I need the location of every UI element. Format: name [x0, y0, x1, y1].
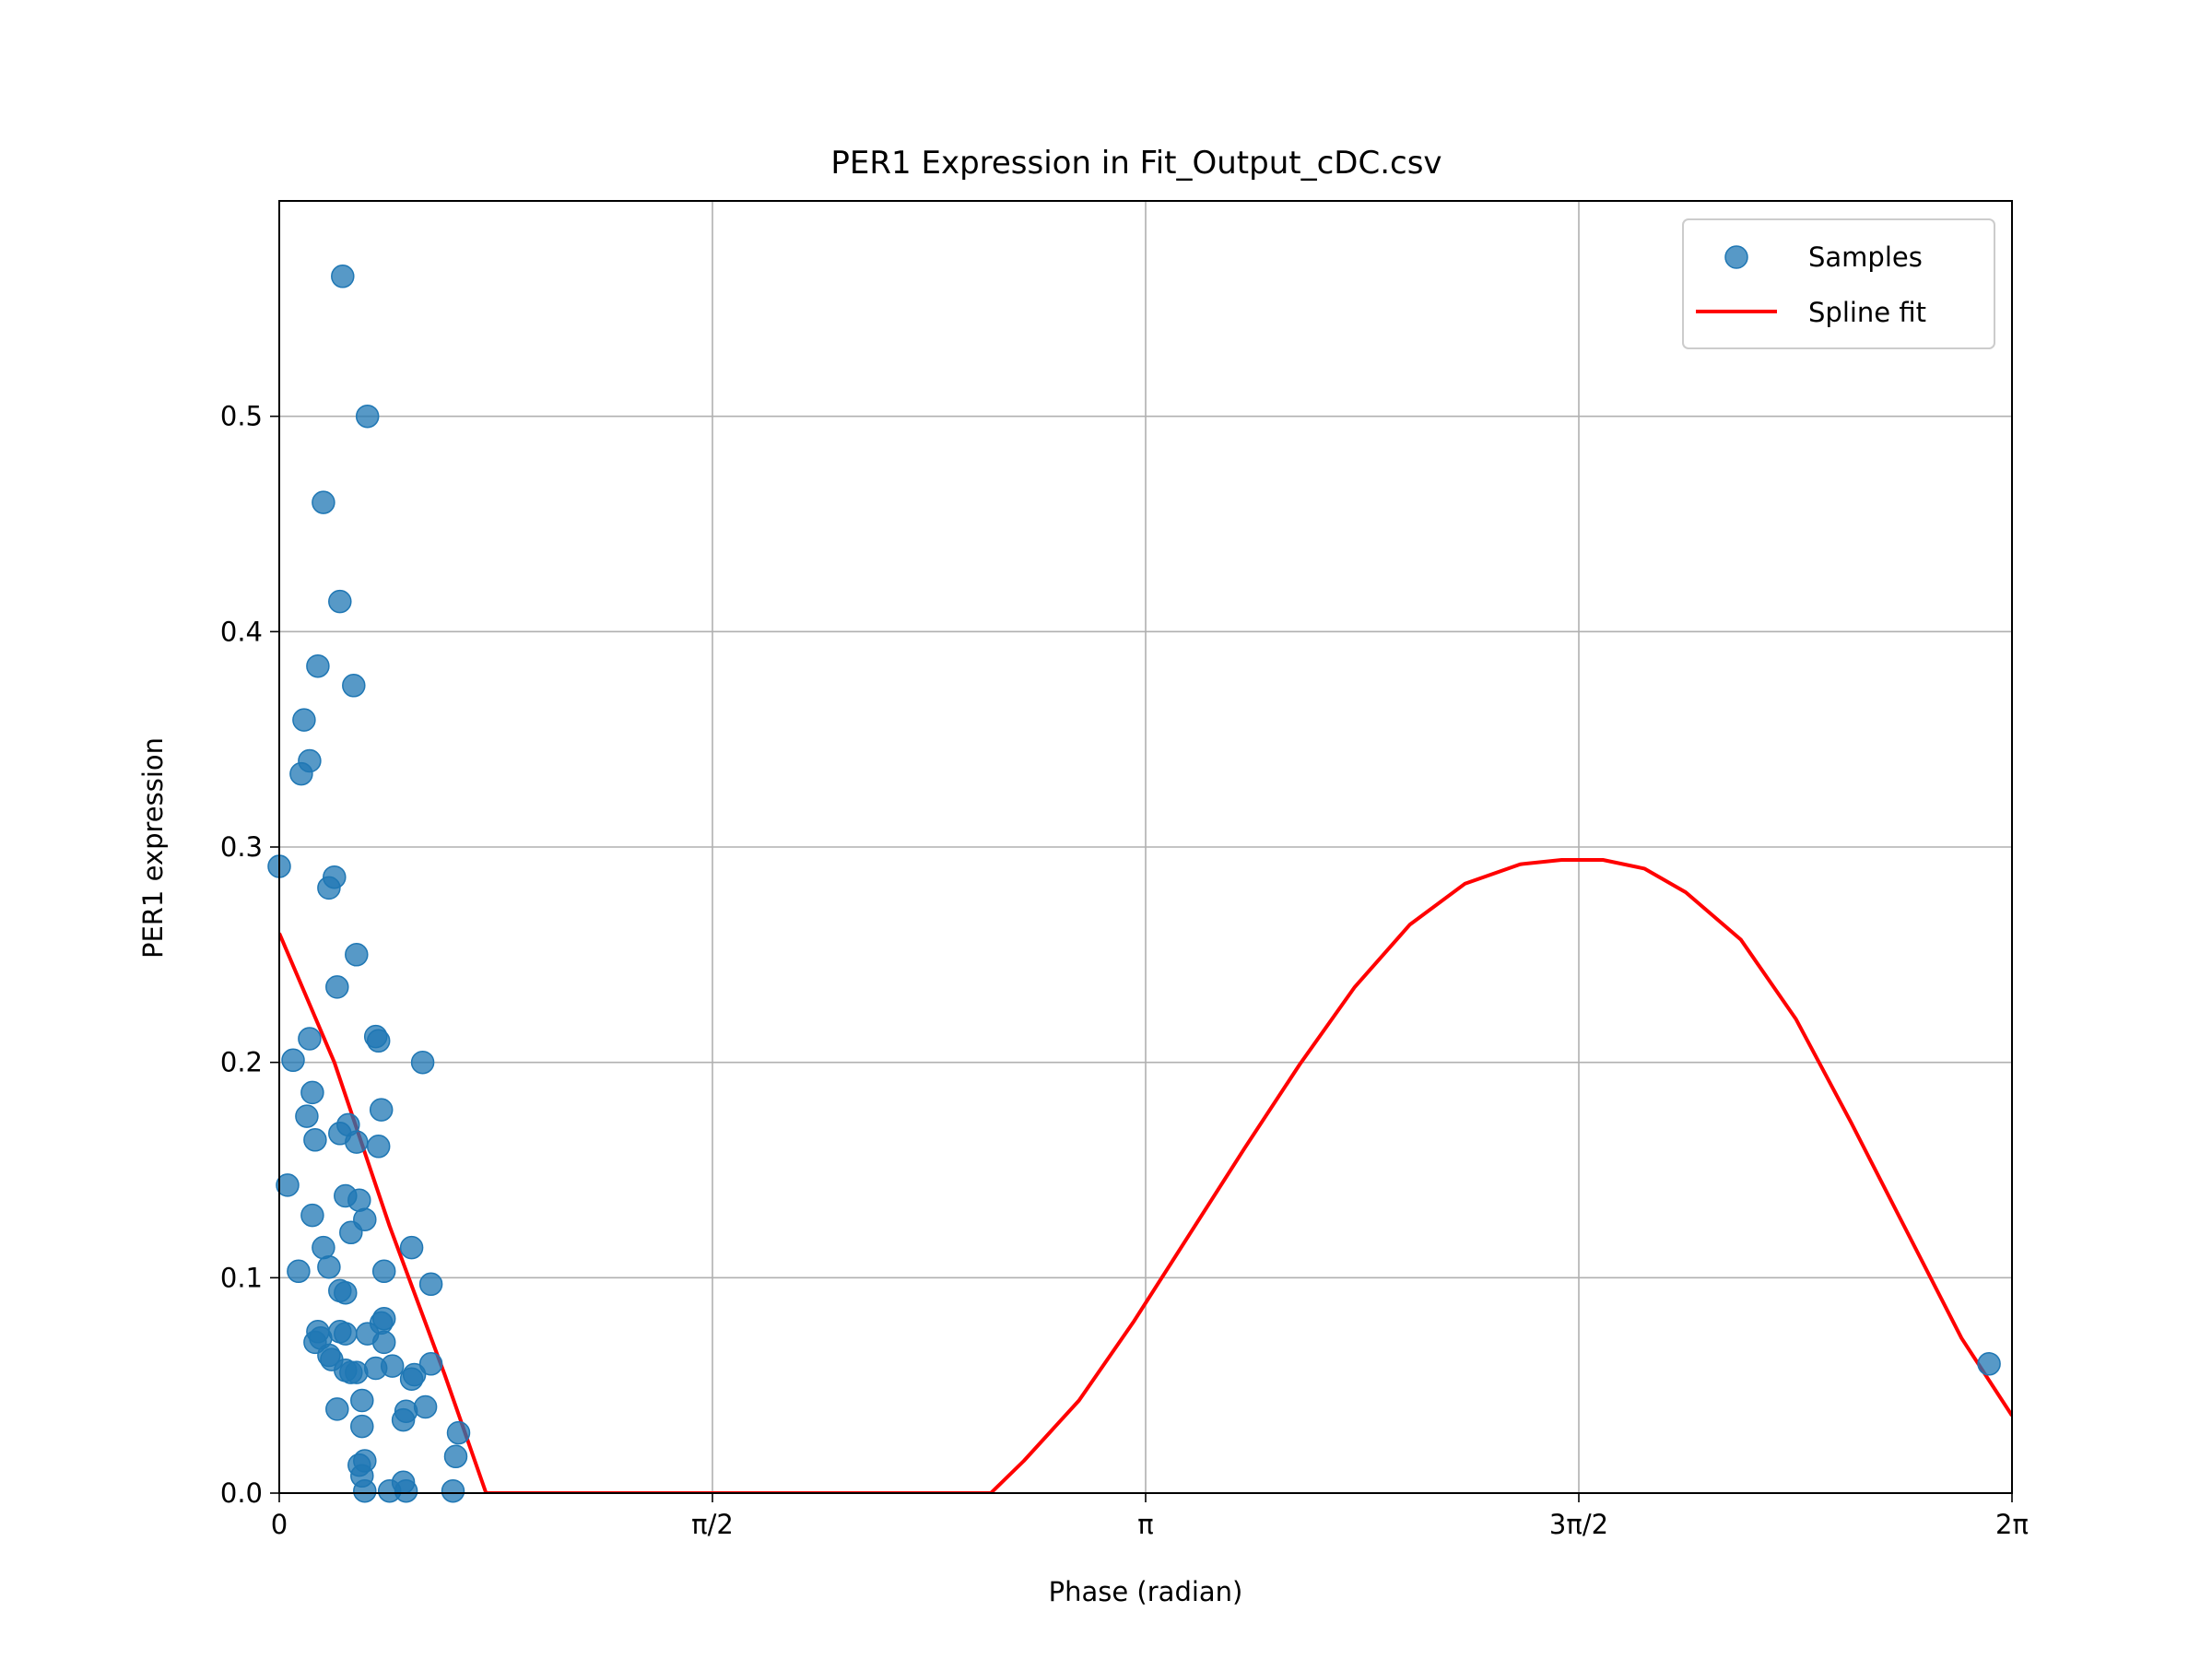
sample-point	[399, 1367, 424, 1391]
sample-point	[287, 1259, 311, 1284]
sample-point	[289, 761, 313, 786]
sample-point	[292, 708, 316, 732]
sample-point	[298, 1027, 322, 1051]
y-tick-label: 0.1	[220, 1262, 263, 1293]
sample-point	[366, 1029, 391, 1053]
x-tick-label: π/2	[691, 1509, 734, 1540]
x-axis-ticks: 0 π/2 π 3π/2 2π	[271, 1493, 2029, 1540]
x-axis-label: Phase (radian)	[1049, 1576, 1243, 1607]
sample-point	[371, 1259, 396, 1284]
sample-point	[443, 1444, 468, 1469]
sample-point	[300, 1203, 324, 1228]
grid	[278, 201, 2013, 1494]
legend-samples-label: Samples	[1808, 241, 1923, 273]
legend-box	[1682, 218, 1995, 349]
sample-point	[334, 1322, 358, 1346]
sample-point	[281, 1048, 305, 1073]
sample-point	[413, 1394, 438, 1419]
legend-samples-marker	[1724, 245, 1748, 269]
sample-point	[399, 1235, 424, 1260]
sample-point	[334, 1280, 358, 1305]
legend-spline-label: Spline fit	[1808, 297, 1926, 328]
sample-point	[366, 1135, 391, 1159]
sample-point	[312, 1235, 335, 1260]
sample-point	[317, 876, 341, 900]
sample-point	[300, 1080, 324, 1105]
sample-point	[1977, 1352, 2001, 1376]
sample-point	[350, 1388, 374, 1413]
sample-point	[331, 265, 355, 288]
legend: Samples Spline fit	[1682, 218, 1995, 349]
sample-point	[391, 1407, 416, 1432]
samples-layer	[267, 265, 2001, 1503]
sample-point	[355, 404, 380, 429]
sample-point	[306, 653, 330, 678]
spline-fit-line	[279, 858, 2012, 1493]
sample-point	[418, 1352, 443, 1376]
sample-point	[446, 1420, 471, 1445]
sample-point	[295, 1104, 319, 1128]
y-tick-label: 0.0	[220, 1477, 263, 1509]
sample-point	[345, 1360, 369, 1384]
sample-point	[342, 674, 366, 698]
sample-point	[353, 1478, 377, 1503]
sample-point	[350, 1414, 374, 1439]
sample-point	[394, 1478, 418, 1503]
sample-point	[441, 1478, 465, 1503]
x-tick-label: 0	[271, 1509, 288, 1540]
y-axis-label: PER1 expression	[137, 737, 169, 959]
sample-point	[325, 1397, 349, 1421]
spline-fit-layer	[279, 858, 2012, 1493]
y-tick-label: 0.3	[220, 831, 263, 863]
y-tick-label: 0.2	[220, 1047, 263, 1078]
sample-point	[345, 1130, 369, 1154]
sample-point	[317, 1254, 341, 1279]
sample-point	[369, 1098, 394, 1122]
x-tick-label: π	[1137, 1509, 1153, 1540]
sample-point	[347, 1188, 371, 1212]
y-tick-label: 0.5	[220, 401, 263, 432]
x-tick-label: 2π	[1995, 1509, 2029, 1540]
sample-point	[339, 1220, 363, 1245]
sample-point	[410, 1050, 435, 1075]
x-tick-label: 3π/2	[1549, 1509, 1608, 1540]
y-axis-ticks: 0.0 0.1 0.2 0.3 0.4 0.5	[220, 401, 279, 1509]
sample-point	[328, 589, 352, 614]
sample-point	[371, 1330, 396, 1355]
sample-point	[363, 1356, 388, 1381]
sample-point	[325, 975, 349, 999]
sample-point	[312, 490, 335, 514]
sample-point	[303, 1128, 327, 1152]
y-tick-label: 0.4	[220, 616, 263, 647]
sample-point	[276, 1173, 300, 1197]
sample-point	[418, 1272, 443, 1297]
sample-point	[345, 943, 369, 967]
chart-title: PER1 Expression in Fit_Output_cDC.csv	[830, 145, 1441, 182]
